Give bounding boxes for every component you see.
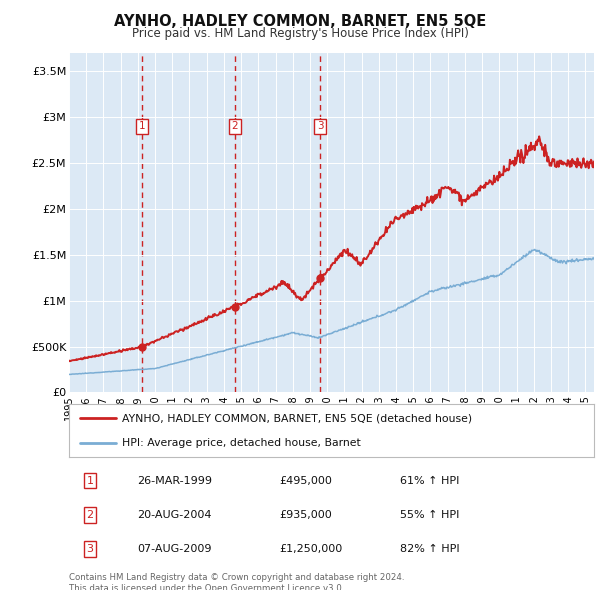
Text: 55% ↑ HPI: 55% ↑ HPI [400, 510, 459, 520]
Text: Contains HM Land Registry data © Crown copyright and database right 2024.
This d: Contains HM Land Registry data © Crown c… [69, 573, 404, 590]
Text: £935,000: £935,000 [279, 510, 332, 520]
Text: 82% ↑ HPI: 82% ↑ HPI [400, 544, 460, 554]
Text: 1: 1 [139, 122, 145, 132]
Text: 20-AUG-2004: 20-AUG-2004 [137, 510, 212, 520]
Text: Price paid vs. HM Land Registry's House Price Index (HPI): Price paid vs. HM Land Registry's House … [131, 27, 469, 40]
Text: £495,000: £495,000 [279, 476, 332, 486]
Text: AYNHO, HADLEY COMMON, BARNET, EN5 5QE: AYNHO, HADLEY COMMON, BARNET, EN5 5QE [114, 14, 486, 28]
Text: £1,250,000: £1,250,000 [279, 544, 342, 554]
Text: 2: 2 [86, 510, 94, 520]
Text: HPI: Average price, detached house, Barnet: HPI: Average price, detached house, Barn… [121, 438, 360, 448]
Text: 3: 3 [86, 544, 94, 554]
Text: AYNHO, HADLEY COMMON, BARNET, EN5 5QE (detached house): AYNHO, HADLEY COMMON, BARNET, EN5 5QE (d… [121, 414, 472, 424]
Text: 2: 2 [232, 122, 238, 132]
Text: 07-AUG-2009: 07-AUG-2009 [137, 544, 212, 554]
Text: 61% ↑ HPI: 61% ↑ HPI [400, 476, 459, 486]
Text: 1: 1 [86, 476, 94, 486]
Text: 26-MAR-1999: 26-MAR-1999 [137, 476, 212, 486]
Text: 3: 3 [317, 122, 323, 132]
